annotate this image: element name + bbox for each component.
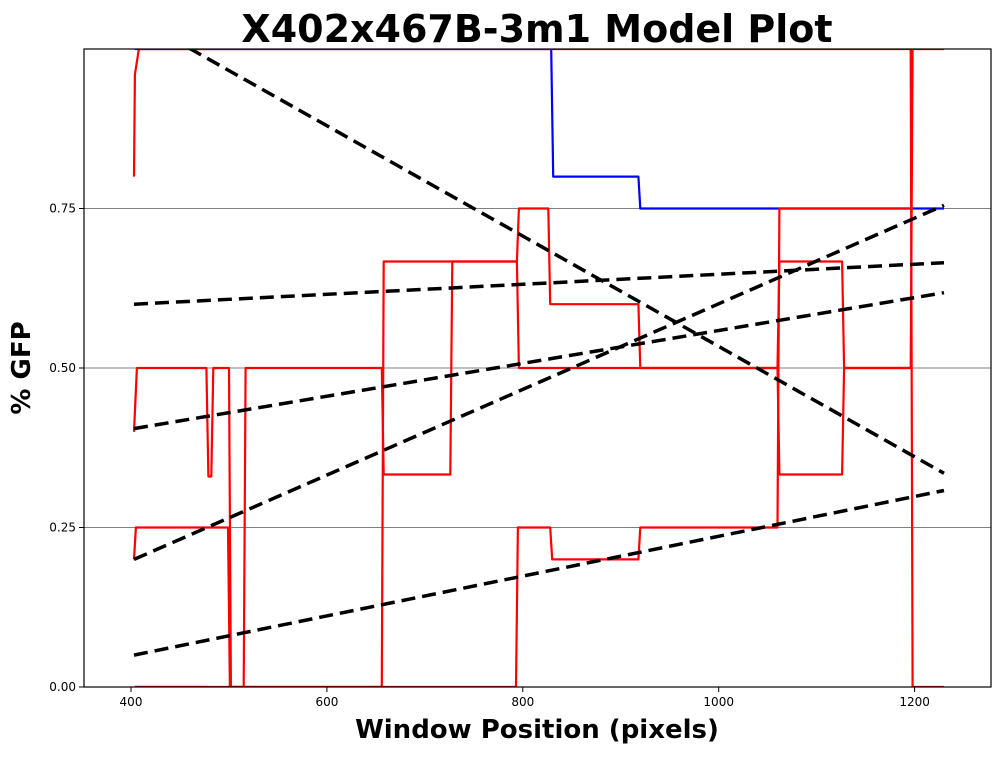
chart-title: X402x467B-3m1 Model Plot (241, 7, 832, 51)
x-tick-label: 1200 (899, 695, 930, 709)
data-step-line-3 (132, 49, 944, 687)
x-axis-ticks: 400 600 800 1000 1200 (120, 687, 930, 709)
y-tick-label: 0.50 (49, 361, 76, 375)
x-tick-label: 600 (315, 695, 338, 709)
model-dashed-line-9 (133, 203, 945, 562)
y-tick-label: 0.75 (49, 202, 76, 216)
model-dashed-line-10 (133, 488, 945, 657)
y-axis-label: % GFP (7, 321, 37, 414)
x-axis-label: Window Position (pixels) (355, 715, 719, 745)
y-tick-label: 0.25 (49, 521, 76, 535)
data-step-line-0 (134, 49, 944, 210)
y-axis-ticks: 0.00 0.25 0.50 0.75 (49, 202, 84, 694)
model-dashed-line-6 (187, 49, 945, 475)
series-group (132, 49, 945, 687)
x-tick-label: 1000 (703, 695, 734, 709)
x-tick-label: 800 (511, 695, 534, 709)
x-tick-label: 400 (120, 695, 143, 709)
data-step-line-5 (134, 207, 911, 687)
y-tick-label: 0.00 (49, 680, 76, 694)
model-dashed-line-7 (133, 260, 945, 306)
model-dashed-line-8 (133, 290, 945, 431)
